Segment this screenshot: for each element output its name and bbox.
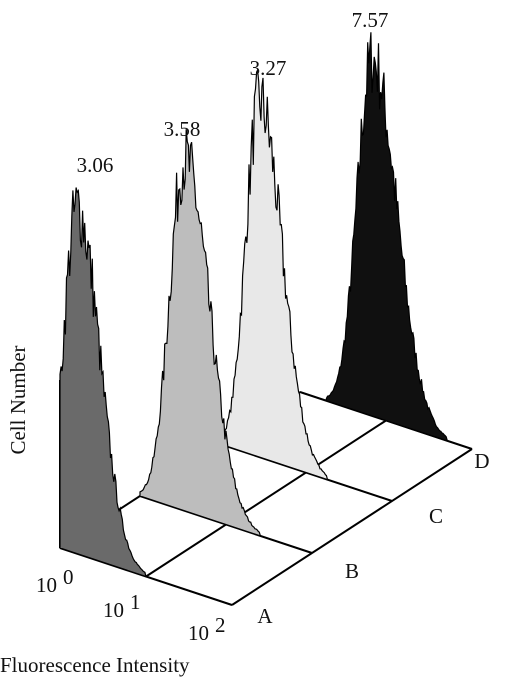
lane-label: D: [474, 449, 489, 473]
x-tick-exponent: 1: [130, 590, 141, 614]
peak-label: 7.57: [352, 8, 389, 32]
x-tick-exponent: 2: [215, 613, 226, 637]
peak-label: 3.06: [77, 153, 114, 177]
histogram: [59, 187, 233, 606]
histogram: [219, 67, 393, 502]
histogram: [139, 129, 313, 554]
floor-rung: [145, 419, 387, 578]
peak-label: 3.58: [164, 117, 201, 141]
lane-label: C: [429, 504, 443, 528]
lane-label: A: [257, 604, 273, 628]
x-tick-label: 10: [188, 621, 209, 645]
x-tick-exponent: 0: [63, 565, 74, 589]
x-tick-label: 10: [36, 573, 57, 597]
y-axis-label: Cell Number: [6, 345, 30, 454]
x-axis-label: Fluorescence Intensity: [0, 653, 190, 677]
lane-label: B: [345, 559, 359, 583]
histogram: [299, 32, 473, 450]
x-tick-label: 10: [103, 598, 124, 622]
floor-rung: [231, 448, 473, 606]
peak-label: 3.27: [250, 56, 287, 80]
